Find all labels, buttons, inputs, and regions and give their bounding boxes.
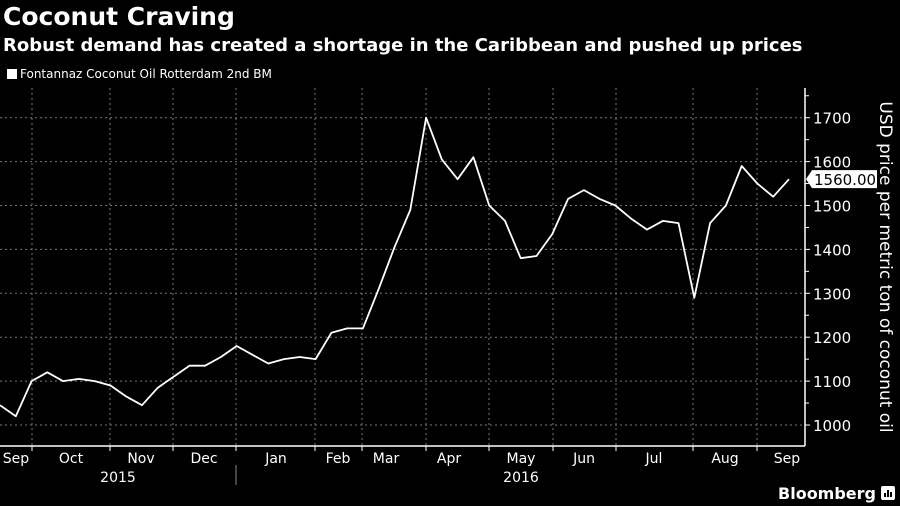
chart-subtitle: Robust demand has created a shortage in … xyxy=(3,35,803,56)
legend-swatch xyxy=(7,69,17,79)
x-tick-label: Feb xyxy=(326,451,351,467)
series-line xyxy=(0,116,790,418)
bloomberg-logo: Bloomberg xyxy=(778,484,876,503)
y-tick-label: 1600 xyxy=(813,154,851,172)
y-tick-label: 1200 xyxy=(813,329,851,347)
y-tick-label: 1000 xyxy=(813,417,851,435)
x-tick-label: Aug xyxy=(711,451,738,467)
y-axis-title: USD price per metric ton of coconut oil xyxy=(875,101,895,432)
x-tick-label: May xyxy=(507,451,536,467)
last-value-label: 1560.00 xyxy=(814,171,876,189)
x-tick-label: Oct xyxy=(59,451,84,467)
x-tick-label: Jun xyxy=(572,451,595,467)
y-tick-label: 1700 xyxy=(813,110,851,128)
year-label: 2016 xyxy=(503,470,539,486)
x-tick-label: Apr xyxy=(437,451,461,467)
last-value-badge xyxy=(806,170,877,189)
y-tick-label: 1300 xyxy=(813,285,851,303)
y-tick-label: 1500 xyxy=(813,198,851,216)
x-tick-label: Nov xyxy=(127,451,154,467)
x-tick-label: Jul xyxy=(645,451,663,467)
x-tick-label: Sep xyxy=(774,451,801,467)
y-tick-label: 1400 xyxy=(813,241,851,259)
x-tick-label: Dec xyxy=(190,451,217,467)
y-tick-label: 1100 xyxy=(813,373,851,391)
x-tick-label: Mar xyxy=(373,451,400,467)
chart-title: Coconut Craving xyxy=(3,2,235,31)
x-tick-label: Jan xyxy=(264,451,287,467)
year-label: 2015 xyxy=(100,470,136,486)
legend: Fontannaz Coconut Oil Rotterdam 2nd BM xyxy=(7,67,272,81)
x-tick-label: Sep xyxy=(3,451,30,467)
bloomberg-terminal-icon xyxy=(881,486,895,500)
legend-label: Fontannaz Coconut Oil Rotterdam 2nd BM xyxy=(20,67,272,81)
